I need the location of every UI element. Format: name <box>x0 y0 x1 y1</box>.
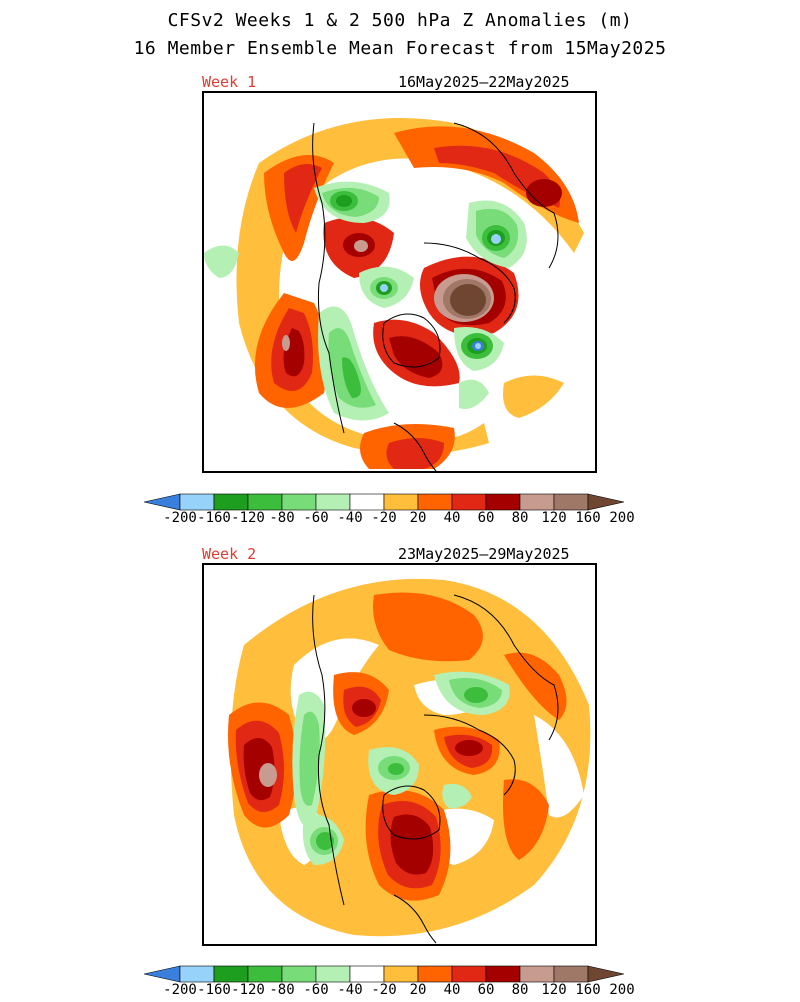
chart-title: CFSv2 Weeks 1 & 2 500 hPa Z Anomalies (m… <box>167 10 633 31</box>
colorbar-arrow-high <box>587 493 625 511</box>
colorbar-tick-label: -60 <box>303 510 329 526</box>
colorbar-swatch <box>179 493 215 511</box>
colorbar-swatch <box>451 493 487 511</box>
chart-subtitle: 16 Member Ensemble Mean Forecast from 15… <box>133 38 667 59</box>
colorbar-tick-label: 160 <box>575 982 601 998</box>
week1-label: Week 1 <box>202 73 257 91</box>
colorbar-arrow-low <box>143 965 181 983</box>
colorbar-tick-label: 120 <box>541 510 567 526</box>
colorbar-tick-label: 20 <box>409 982 427 998</box>
colorbar-swatch <box>417 493 453 511</box>
colorbar-swatch <box>349 965 385 983</box>
week2-date-range: 23May2025—29May2025 <box>398 545 570 563</box>
colorbar-swatch <box>519 493 555 511</box>
colorbar-swatch <box>553 965 589 983</box>
colorbar-tick-label: -120 <box>231 982 265 998</box>
colorbar-swatch <box>417 965 453 983</box>
colorbar-arrow-low <box>143 493 181 511</box>
week1-map <box>202 91 597 473</box>
colorbar-swatch <box>315 965 351 983</box>
colorbar-swatch <box>383 965 419 983</box>
colorbar-swatch <box>485 493 521 511</box>
colorbar-tick-label: 40 <box>443 510 461 526</box>
week1-anomaly-field <box>204 118 584 471</box>
colorbar-tick-label: -80 <box>269 982 295 998</box>
week1-date-range: 16May2025—22May2025 <box>398 73 570 91</box>
colorbar-tick-label: 200 <box>609 510 635 526</box>
colorbar-tick-label: 160 <box>575 510 601 526</box>
colorbar-tick-label: -200 <box>163 982 197 998</box>
colorbar-tick-label: 80 <box>511 510 529 526</box>
colorbar-tick-label: -80 <box>269 510 295 526</box>
colorbar-tick-label: -40 <box>337 982 363 998</box>
week2-label: Week 2 <box>202 545 257 563</box>
colorbar-swatch <box>213 965 249 983</box>
colorbar-swatch <box>281 493 317 511</box>
colorbar-swatch <box>485 965 521 983</box>
colorbar-swatch <box>281 965 317 983</box>
colorbar-arrow-high <box>587 965 625 983</box>
colorbar-swatch <box>519 965 555 983</box>
colorbar-swatch <box>349 493 385 511</box>
colorbar-swatch <box>213 493 249 511</box>
colorbar-tick-label: -60 <box>303 982 329 998</box>
colorbar-swatch <box>247 965 283 983</box>
colorbar-tick-label: 40 <box>443 982 461 998</box>
colorbar-tick-label: -40 <box>337 510 363 526</box>
colorbar-tick-label: 20 <box>409 510 427 526</box>
colorbar-tick-label: 60 <box>477 982 495 998</box>
colorbar-tick-label: -120 <box>231 510 265 526</box>
colorbar-tick-label: -20 <box>371 510 397 526</box>
colorbar-swatch <box>179 965 215 983</box>
colorbar-swatch <box>383 493 419 511</box>
colorbar-tick-label: -200 <box>163 510 197 526</box>
colorbar-swatch <box>553 493 589 511</box>
colorbar-swatch <box>315 493 351 511</box>
week2-colorbar <box>143 965 625 983</box>
colorbar-swatch <box>451 965 487 983</box>
colorbar-tick-label: -160 <box>197 982 231 998</box>
colorbar-tick-label: -160 <box>197 510 231 526</box>
week2-anomaly-field <box>228 578 591 944</box>
week2-map <box>202 563 597 946</box>
week1-colorbar <box>143 493 625 511</box>
colorbar-tick-label: 80 <box>511 982 529 998</box>
colorbar-swatch <box>247 493 283 511</box>
colorbar-tick-label: -20 <box>371 982 397 998</box>
colorbar-tick-label: 60 <box>477 510 495 526</box>
colorbar-tick-label: 120 <box>541 982 567 998</box>
colorbar-tick-label: 200 <box>609 982 635 998</box>
